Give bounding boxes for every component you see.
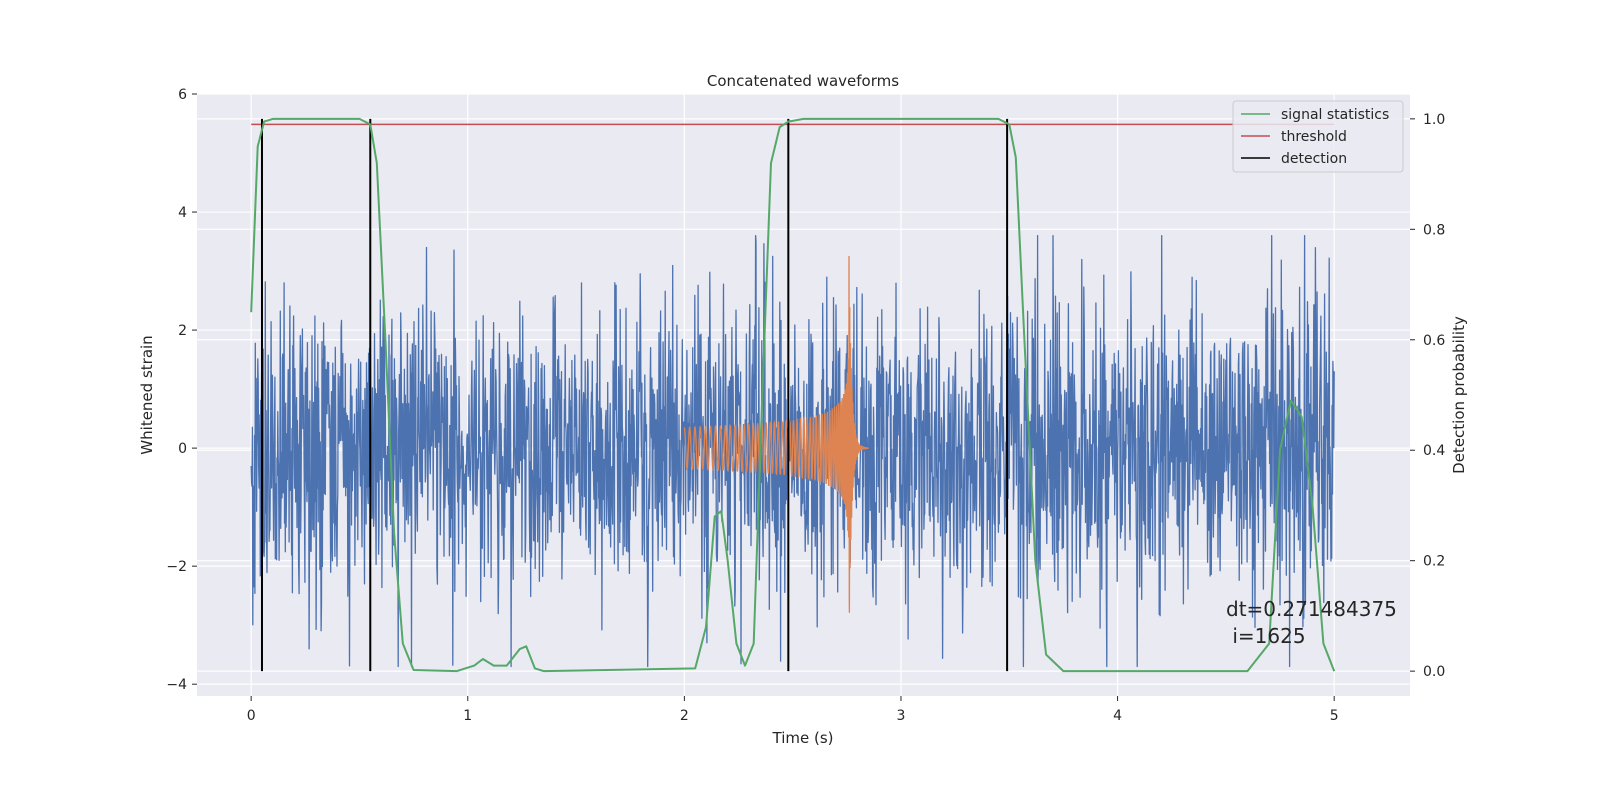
legend: signal statistics threshold detection	[1232, 100, 1404, 173]
x-tick-label: 4	[1113, 708, 1122, 724]
y-tick-label: 2	[178, 323, 187, 339]
ticks: 0 1 2 3 4 5 −4 −2 0 2 4 6 0.0 0.2 0.4 0.6 0.8 1.0	[166, 87, 1445, 724]
x-tick-label: 0	[247, 708, 256, 724]
y2-tick-label: 0.8	[1423, 222, 1445, 238]
legend-label-threshold: threshold	[1281, 129, 1347, 145]
injection-line	[683, 255, 869, 613]
x-tick-label: 2	[680, 708, 689, 724]
x-axis-label: Time (s)	[772, 729, 834, 747]
y-tick-label: −2	[166, 559, 187, 575]
y-tick-label: 6	[178, 87, 187, 103]
x-tick-label: 1	[463, 708, 472, 724]
probability-series	[250, 117, 1336, 673]
y-tick-label: 0	[178, 441, 187, 457]
y2-tick-label: 0.4	[1423, 443, 1445, 459]
strain-line	[250, 234, 1335, 668]
injection-series	[683, 255, 869, 613]
y2-tick-label: 0.0	[1423, 664, 1445, 680]
annotation-i: i=1625	[1226, 624, 1306, 648]
annotation-dt: dt=0.271484375	[1226, 597, 1397, 621]
y2-tick-label: 0.2	[1423, 554, 1445, 570]
y2-tick-label: 1.0	[1423, 112, 1445, 128]
y2-tick-label: 0.6	[1423, 333, 1445, 349]
y-tick-label: 4	[178, 205, 187, 221]
y-tick-label: −4	[166, 677, 187, 693]
legend-label-detection: detection	[1281, 151, 1347, 167]
x-tick-label: 3	[897, 708, 906, 724]
y2-axis-label: Detection probability	[1450, 316, 1468, 474]
signal-statistics-line	[250, 117, 1336, 673]
strain-series	[250, 234, 1335, 668]
y-axis-label: Whitened strain	[138, 335, 156, 454]
legend-label-signal-statistics: signal statistics	[1281, 107, 1389, 123]
x-tick-label: 5	[1330, 708, 1339, 724]
chart-title: Concatenated waveforms	[707, 72, 899, 90]
legend-box	[1232, 100, 1404, 173]
